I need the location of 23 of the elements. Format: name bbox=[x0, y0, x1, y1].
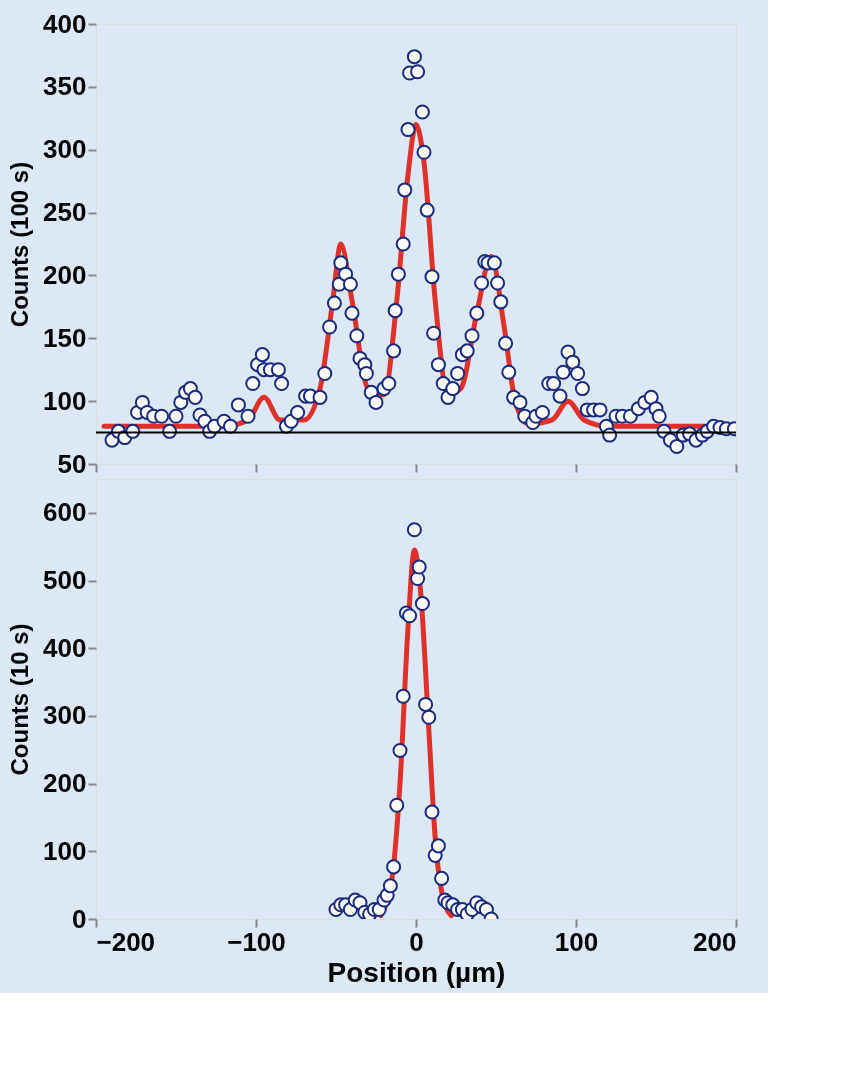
x-tick-label: −200 bbox=[96, 926, 156, 957]
y-tick-label: 200 bbox=[43, 768, 87, 799]
y-tick-label: 50 bbox=[57, 448, 87, 479]
y-tick-label: 150 bbox=[43, 322, 87, 353]
y-tick-label: 400 bbox=[43, 632, 87, 663]
y-tick-label: 500 bbox=[43, 565, 87, 596]
x-tick-label: 0 bbox=[409, 926, 424, 957]
y-tick-label: 100 bbox=[43, 385, 87, 416]
y-tick-label: 300 bbox=[43, 700, 87, 731]
x-tick-label: 100 bbox=[554, 926, 599, 957]
y-tick-label: 100 bbox=[43, 835, 87, 866]
y-tick-label: 400 bbox=[43, 8, 87, 39]
y-tick-label: 200 bbox=[43, 259, 87, 290]
y-tick-label: 350 bbox=[43, 71, 87, 102]
y-tick-label: 250 bbox=[43, 197, 87, 228]
y-axis-title: Counts (10 s) bbox=[6, 623, 34, 776]
x-tick-label: 200 bbox=[693, 926, 737, 957]
x-tick-label: −100 bbox=[227, 926, 286, 957]
y-tick-label: 300 bbox=[43, 134, 87, 165]
y-tick-label: 0 bbox=[72, 903, 87, 934]
x-axis-title: Position (µm) bbox=[327, 956, 506, 988]
y-tick-label: 600 bbox=[43, 497, 87, 528]
y-axis-title: Counts (100 s) bbox=[6, 161, 34, 328]
